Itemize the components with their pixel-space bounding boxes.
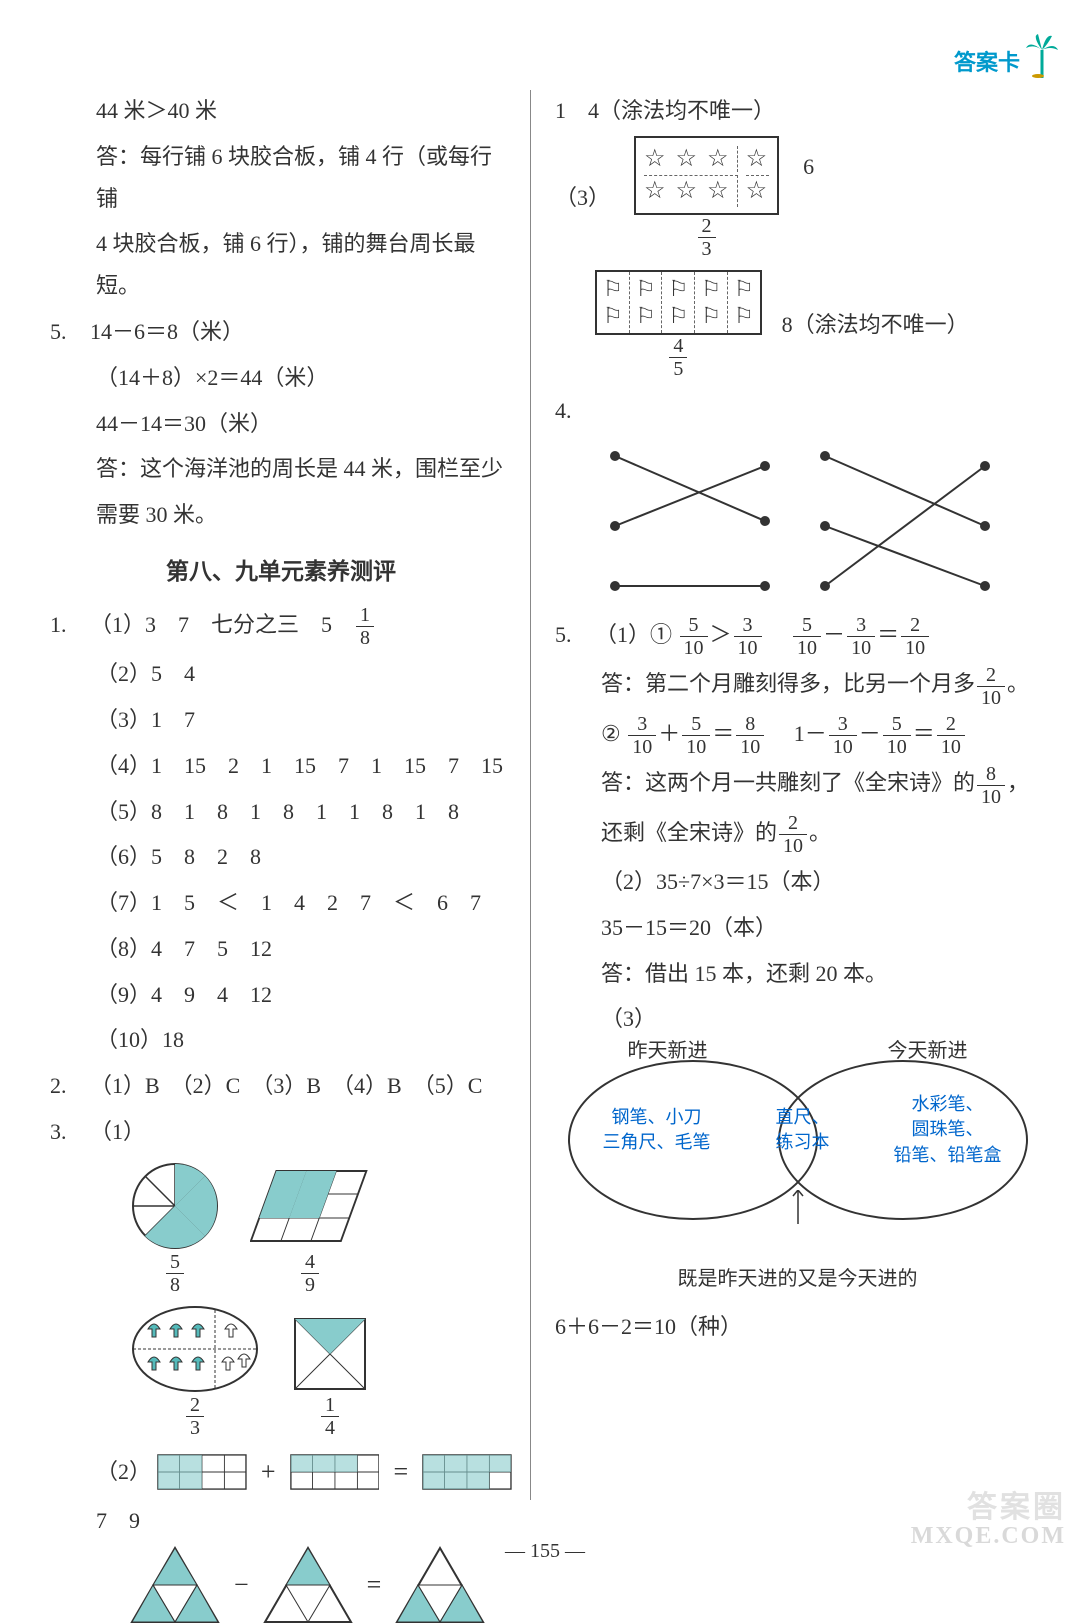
text: （2）5 4 xyxy=(50,653,512,695)
text: 1 4（涂法均不唯一） xyxy=(555,90,1040,132)
diagram-row: 23 14 xyxy=(50,1304,512,1439)
rhombus-diagram xyxy=(250,1161,370,1251)
diagram-row: （2） + = xyxy=(50,1447,512,1496)
venn-diagram: 昨天新进 今天新进 钢笔、小刀三角尺、毛笔 直尺、练习本 水彩笔、圆珠笔、铅笔、… xyxy=(568,1050,1028,1250)
text: 需要 30 米。 xyxy=(50,494,512,536)
diagram-row: （3） ☆ ☆ ☆ ☆ ☆ ☆ ☆ ☆ 23 6 xyxy=(555,136,1040,260)
text: 35－15＝20（本） xyxy=(555,907,1040,949)
text: 3.（1） xyxy=(50,1111,512,1153)
header-label: 答案卡 xyxy=(954,42,1020,84)
text: 4 块胶合板，铺 6 行），铺的舞台周长最短。 xyxy=(50,223,512,307)
text: （6）5 8 2 8 xyxy=(50,836,512,878)
text: 答：这个海洋池的周长是 44 米，围栏至少 xyxy=(50,448,512,490)
text: （10）18 xyxy=(50,1019,512,1061)
square-diagram xyxy=(290,1314,370,1394)
text: ② 310＋510＝810 1－310－510＝210 xyxy=(555,713,1040,758)
text: 6＋6－2＝10（种） xyxy=(555,1306,1040,1348)
watermark: MXQE.COM xyxy=(911,1514,1066,1560)
text: （2）35÷7×3＝15（本） xyxy=(555,861,1040,903)
text: 既是昨天进的又是今天进的 xyxy=(555,1260,1040,1298)
text: （4）1 15 2 1 15 7 1 15 7 15 xyxy=(50,745,512,787)
left-column: 44 米＞40 米 答：每行铺 6 块胶合板，铺 4 行（或每行铺 4 块胶合板… xyxy=(50,90,530,1500)
diagram-row: ⚐⚐⚐⚐⚐⚐⚐⚐⚐⚐ 45 8（涂法均不唯一） xyxy=(555,270,1040,380)
section-title: 第八、九单元素养测评 xyxy=(50,550,512,594)
text: （3）1 7 xyxy=(50,699,512,741)
text: 44 米＞40 米 xyxy=(50,90,512,132)
text: （9）4 9 4 12 xyxy=(50,974,512,1016)
mushroom-diagram xyxy=(130,1304,260,1394)
venn-left-text: 钢笔、小刀三角尺、毛笔 xyxy=(582,1105,732,1155)
grid-diagram xyxy=(290,1452,380,1492)
text: 还剩《全宋诗》的210。 xyxy=(555,812,1040,857)
venn-mid-text: 直尺、练习本 xyxy=(763,1105,843,1155)
text: （7）1 5 ＜ 1 4 2 7 ＜ 6 7 xyxy=(50,882,512,924)
diagram-row: 58 49 xyxy=(50,1161,512,1296)
text: 5.14－6＝8（米） xyxy=(50,311,512,353)
text: （14＋8）×2＝44（米） xyxy=(50,357,512,399)
grid-diagram xyxy=(157,1452,247,1492)
venn-right-text: 水彩笔、圆珠笔、铅笔、铅笔盒 xyxy=(878,1092,1018,1168)
star-box: ☆ ☆ ☆ ☆ ☆ ☆ ☆ ☆ xyxy=(634,136,779,215)
text: 答：每行铺 6 块胶合板，铺 4 行（或每行铺 xyxy=(50,136,512,220)
text: 44－14＝30（米） xyxy=(50,403,512,445)
text: 5.（1）① 510＞310 510－310＝210 xyxy=(555,614,1040,659)
content: 44 米＞40 米 答：每行铺 6 块胶合板，铺 4 行（或每行铺 4 块胶合板… xyxy=(50,90,1050,1500)
right-column: 1 4（涂法均不唯一） （3） ☆ ☆ ☆ ☆ ☆ ☆ ☆ ☆ 23 6 ⚐⚐⚐… xyxy=(530,90,1040,1500)
text: （5）8 1 8 1 8 1 1 8 1 8 xyxy=(50,791,512,833)
text: 答：借出 15 本，还剩 20 本。 xyxy=(555,953,1040,995)
grid-diagram xyxy=(422,1452,512,1492)
matching-diagram xyxy=(585,436,1005,606)
text: 2.（1）B （2）C （3）B （4）B （5）C xyxy=(50,1065,512,1107)
text: 答：这两个月一共雕刻了《全宋诗》的810， xyxy=(555,762,1040,807)
text: （8）4 7 5 12 xyxy=(50,928,512,970)
pie-diagram xyxy=(130,1161,220,1251)
text: 4. xyxy=(555,390,1040,432)
palm-icon xyxy=(1024,30,1060,78)
text: 答：第二个月雕刻得多，比另一个月多210。 xyxy=(555,663,1040,708)
flag-box: ⚐⚐⚐⚐⚐⚐⚐⚐⚐⚐ xyxy=(595,270,762,335)
text: 1.（1）3 7 七分之三 5 18 xyxy=(50,604,512,649)
